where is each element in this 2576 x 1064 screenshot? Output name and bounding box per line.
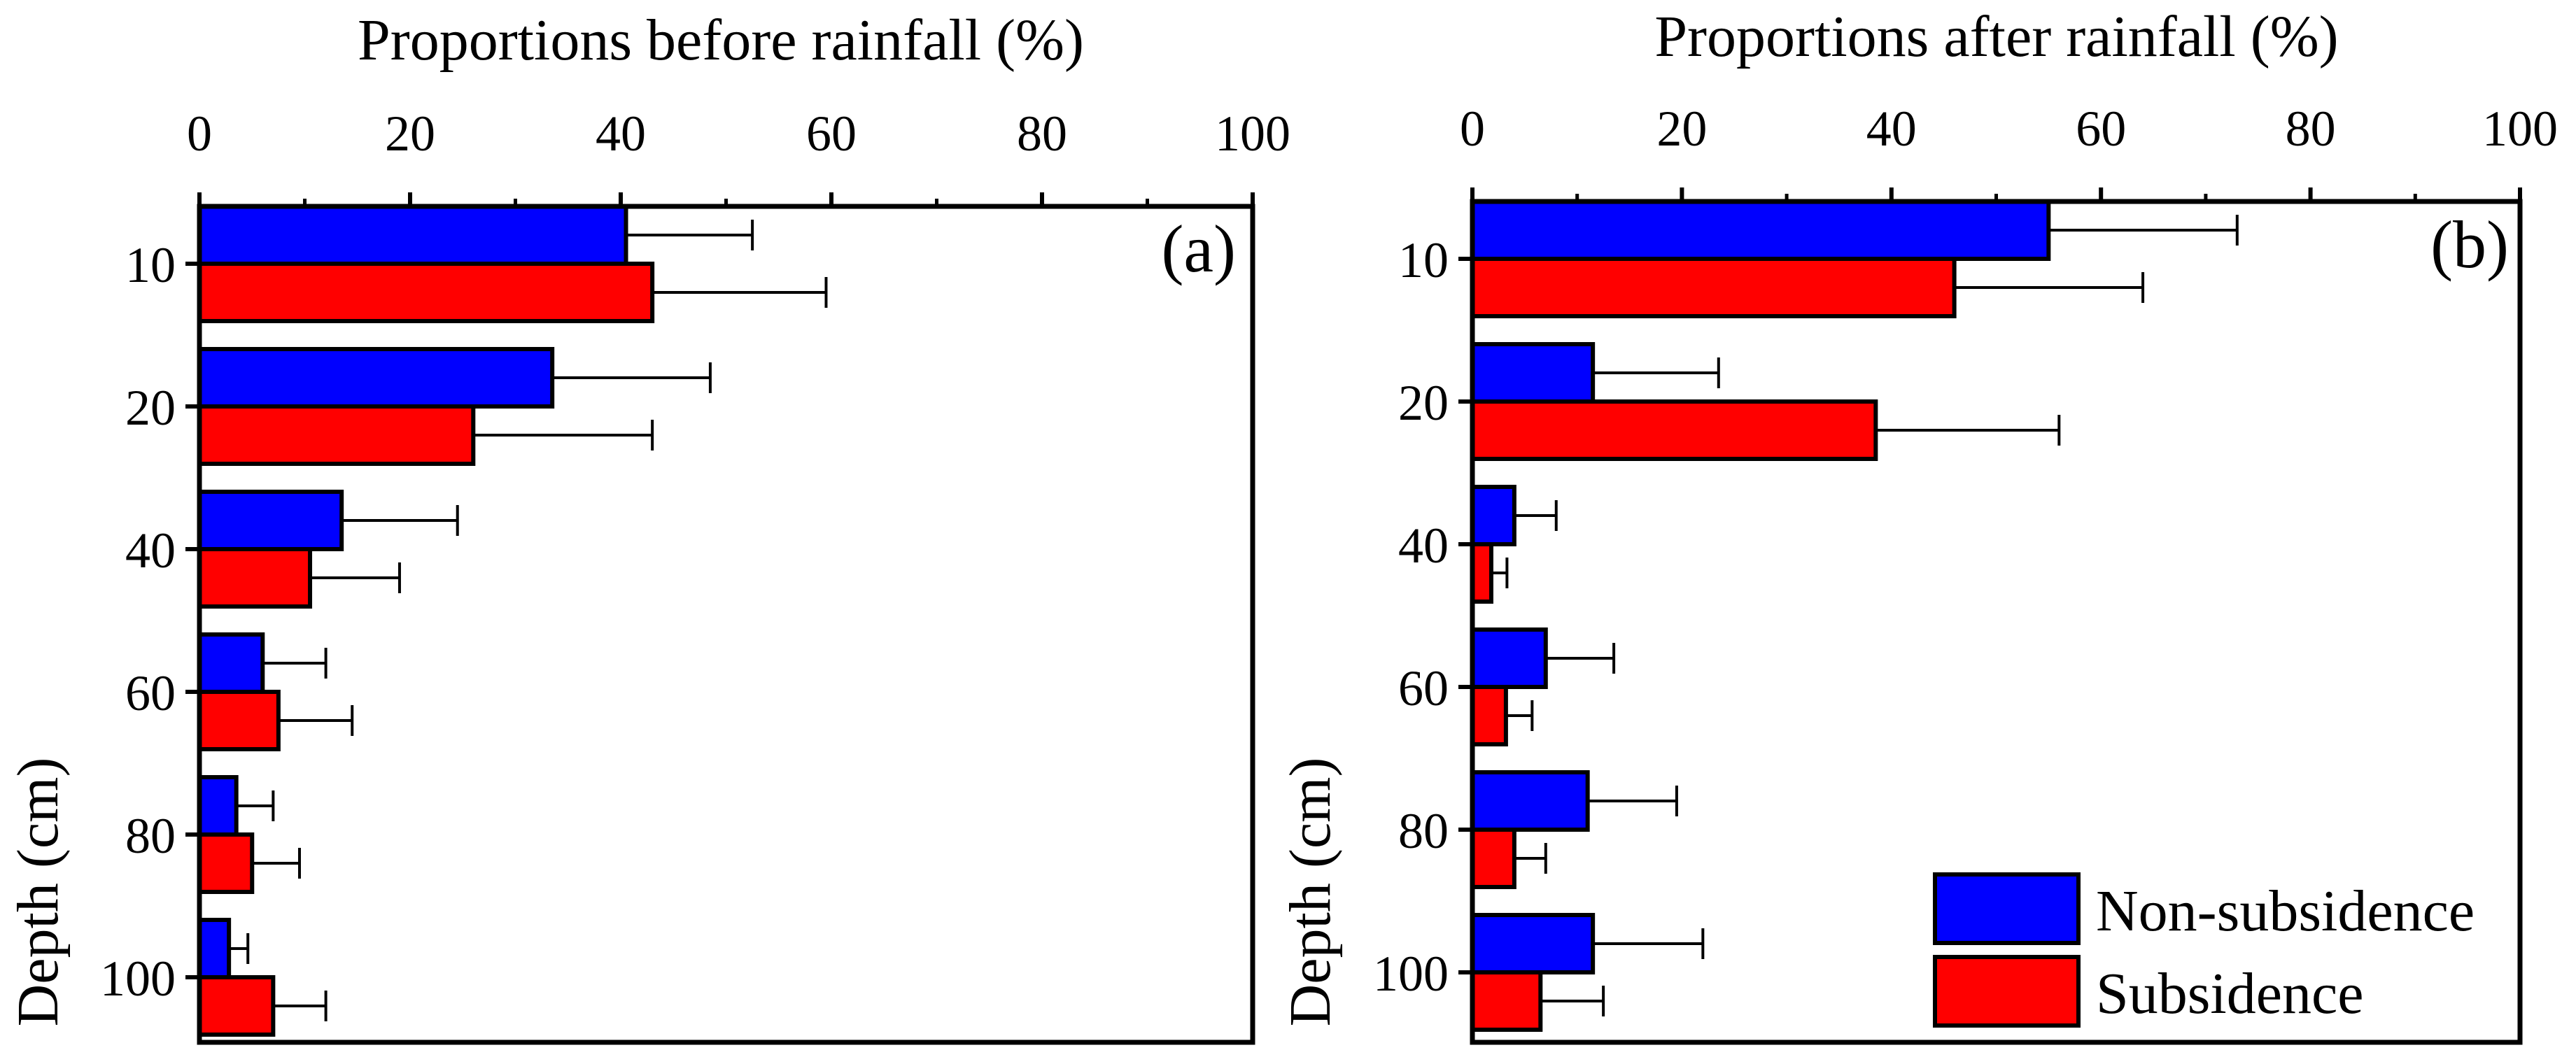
bar-marks-a xyxy=(197,204,828,1037)
x-axis-title-b: Proportions after rainfall (%) xyxy=(1654,4,2338,69)
x-tick-label-80-a: 80 xyxy=(1017,106,1067,162)
x-axis-title-a: Proportions before rainfall (%) xyxy=(358,8,1084,73)
panel-a: Proportions before rainfall (%) Depth (c… xyxy=(6,8,1290,1045)
bar-non-subsidence-10-b xyxy=(1470,199,2051,261)
bar-subsidence-40-a xyxy=(197,547,313,609)
plot-frame-a xyxy=(197,204,1255,1045)
bar-subsidence-60-b xyxy=(1470,685,1508,746)
legend-label-non-subsidence: Non-subsidence xyxy=(2096,879,2475,944)
bar-subsidence-80-b xyxy=(1470,828,1516,889)
bar-non-subsidence-20-a xyxy=(197,347,555,409)
bar-subsidence-40-b xyxy=(1470,542,1493,604)
bar-subsidence-20-b xyxy=(1470,399,1878,461)
y-tick-label-10-a: 10 xyxy=(125,237,176,293)
x-tick-label-0-b: 0 xyxy=(1460,101,1485,157)
bar-non-subsidence-10-a xyxy=(197,204,628,266)
y-tick-label-10-b: 10 xyxy=(1398,232,1449,288)
y-tick-label-40-b: 40 xyxy=(1398,518,1449,574)
bar-non-subsidence-40-b xyxy=(1470,485,1516,546)
bar-subsidence-100-b xyxy=(1470,970,1543,1032)
y-tick-label-60-b: 60 xyxy=(1398,660,1449,716)
legend-label-subsidence: Subsidence xyxy=(2096,961,2364,1026)
y-tick-label-60-a: 60 xyxy=(125,665,176,721)
x-tick-label-100-a: 100 xyxy=(1215,106,1290,162)
axes-b: 0 20 40 60 80 100 10 20 40 60 80 100 xyxy=(1373,101,2558,1045)
bar-subsidence-60-a xyxy=(197,690,281,751)
bar-non-subsidence-60-a xyxy=(197,632,265,694)
x-tick-label-100-b: 100 xyxy=(2482,101,2558,157)
legend-swatch-non-subsidence xyxy=(1933,872,2081,945)
bar-non-subsidence-20-b xyxy=(1470,342,1596,404)
y-tick-label-100-a: 100 xyxy=(100,951,176,1007)
x-tick-label-60-b: 60 xyxy=(2076,101,2126,157)
x-tick-label-0-a: 0 xyxy=(187,106,212,162)
bar-non-subsidence-100-a xyxy=(197,918,232,979)
bar-subsidence-10-a xyxy=(197,262,655,323)
bar-non-subsidence-40-a xyxy=(197,490,344,551)
y-tick-label-20-b: 20 xyxy=(1398,375,1449,431)
bar-non-subsidence-100-b xyxy=(1470,913,1596,974)
y-tick-label-20-a: 20 xyxy=(125,380,176,436)
bar-non-subsidence-80-b xyxy=(1470,770,1590,832)
x-tick-label-80-b: 80 xyxy=(2286,101,2336,157)
y-tick-label-80-a: 80 xyxy=(125,808,176,864)
x-tick-label-20-a: 20 xyxy=(385,106,435,162)
axes-a: 0 20 40 60 80 100 10 20 40 60 80 100 xyxy=(100,106,1290,1045)
x-tick-label-40-a: 40 xyxy=(596,106,646,162)
x-tick-label-40-b: 40 xyxy=(1866,101,1917,157)
bar-non-subsidence-80-a xyxy=(197,775,239,837)
panel-label-a: (a) xyxy=(1161,211,1236,286)
bar-non-subsidence-60-b xyxy=(1470,627,1548,689)
legend-swatch-subsidence xyxy=(1933,955,2081,1028)
panel-b: Proportions after rainfall (%) Depth (cm… xyxy=(1278,4,2558,1045)
y-tick-label-100-b: 100 xyxy=(1373,946,1449,1002)
bar-subsidence-80-a xyxy=(197,832,255,894)
bar-subsidence-10-b xyxy=(1470,257,1957,318)
y-axis-title-b: Depth (cm) xyxy=(1278,758,1343,1027)
legend: Non-subsidence Subsidence xyxy=(1933,872,2475,1028)
x-tick-label-60-a: 60 xyxy=(806,106,857,162)
bar-subsidence-20-a xyxy=(197,404,476,466)
y-tick-label-40-a: 40 xyxy=(125,523,176,579)
y-tick-label-80-b: 80 xyxy=(1398,803,1449,859)
bar-subsidence-100-a xyxy=(197,975,276,1037)
panel-label-b: (b) xyxy=(2430,207,2509,282)
y-axis-title-a: Depth (cm) xyxy=(6,758,71,1027)
x-tick-label-20-b: 20 xyxy=(1656,101,1707,157)
